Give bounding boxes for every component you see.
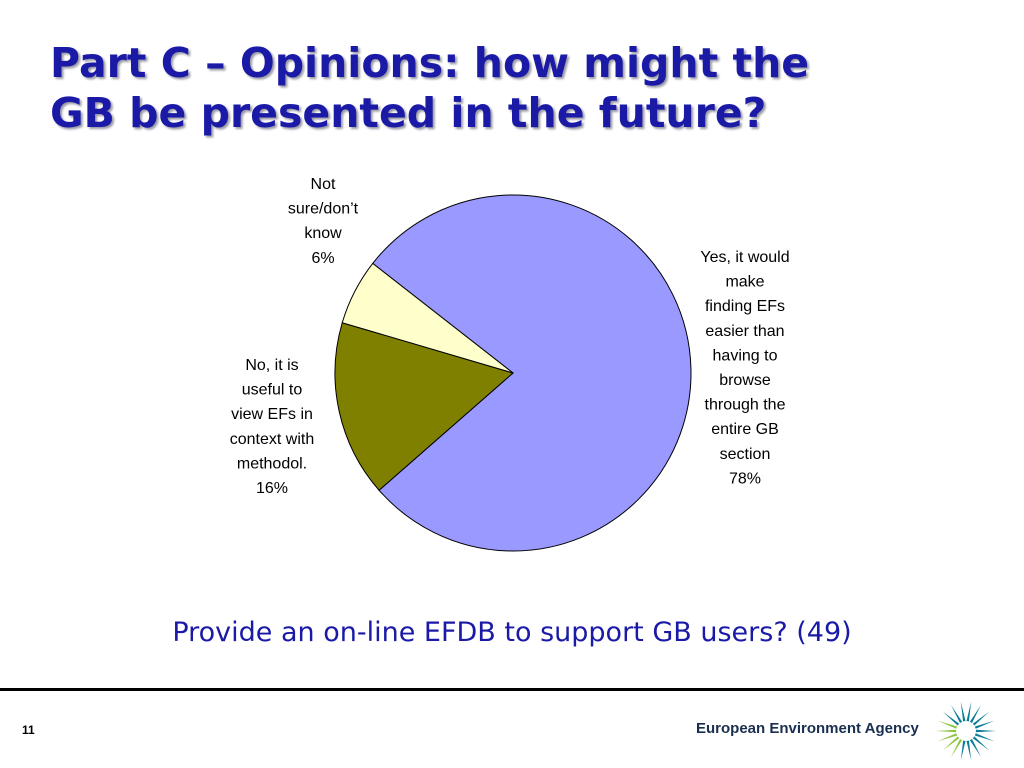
logo-ray xyxy=(937,733,958,742)
pie-chart: Yes, it would make finding EFs easier than h… xyxy=(230,176,790,552)
logo-ray xyxy=(975,729,996,733)
label-line: methodol. xyxy=(237,455,307,472)
logo-ray xyxy=(969,739,981,757)
slide-title-line-2: GB be presented in the future? xyxy=(50,89,767,137)
label-line: Not xyxy=(311,176,336,193)
slide-title: Part C – Opinions: how might the GB be p… xyxy=(50,38,950,138)
logo-ray xyxy=(974,733,995,742)
logo-ray xyxy=(966,701,972,722)
logo-ray xyxy=(969,705,981,723)
label-line: Yes, it would xyxy=(700,249,789,266)
label-line: No, it is xyxy=(245,357,298,374)
logo-ray xyxy=(960,701,966,722)
logo-center xyxy=(958,723,974,739)
label-line: know xyxy=(304,225,342,242)
pie-labels: Yes, it would make finding EFs easier than h… xyxy=(230,176,790,497)
pie-slice-not-sure xyxy=(341,262,514,374)
agency-name: European Environment Agency xyxy=(696,720,919,737)
label-line: view EFs in xyxy=(231,406,313,423)
logo-ray xyxy=(936,729,957,733)
logo-ray xyxy=(937,720,958,729)
label-line: 16% xyxy=(256,480,288,497)
label-line: easier than xyxy=(705,323,784,340)
page-number: 11 xyxy=(22,723,35,737)
footer-divider xyxy=(0,688,1024,691)
logo-ray xyxy=(972,736,989,751)
label-line: useful to xyxy=(242,382,303,399)
pie-slice-yes-label: Yes, it would make finding EFs easier than h… xyxy=(700,249,789,487)
logo-ray xyxy=(960,740,966,761)
pie-slice-no-label: No, it is useful to view EFs in context wit… xyxy=(230,357,314,497)
label-line: having to xyxy=(713,347,778,364)
logo-ray xyxy=(966,740,972,761)
label-line: make xyxy=(725,274,764,291)
label-line: 78% xyxy=(729,470,761,487)
logo-ray xyxy=(943,711,960,726)
eea-sun-logo-icon xyxy=(936,701,996,761)
pie-slice-not-sure-label: Not sure/don’t know 6% xyxy=(288,176,359,267)
slide-title-line-1: Part C – Opinions: how might the xyxy=(50,39,810,87)
label-line: context with xyxy=(230,431,314,448)
label-line: finding EFs xyxy=(705,298,785,315)
survey-question: Provide an on-line EFDB to support GB us… xyxy=(172,617,852,648)
logo-ray xyxy=(972,711,989,726)
pie-slice-no xyxy=(334,322,515,491)
logo-rays xyxy=(936,701,996,761)
logo-ray xyxy=(951,739,963,757)
pie-slices xyxy=(334,194,692,552)
logo-ray xyxy=(943,736,960,751)
label-line: entire GB xyxy=(711,421,779,438)
pie-slice-yes xyxy=(372,194,692,552)
label-line: sure/don’t xyxy=(288,201,359,218)
label-line: through the xyxy=(705,397,786,414)
label-line: browse xyxy=(719,372,771,389)
label-line: 6% xyxy=(311,250,334,267)
logo-ray xyxy=(951,705,963,723)
label-line: section xyxy=(720,446,771,463)
logo-ray xyxy=(974,720,995,729)
